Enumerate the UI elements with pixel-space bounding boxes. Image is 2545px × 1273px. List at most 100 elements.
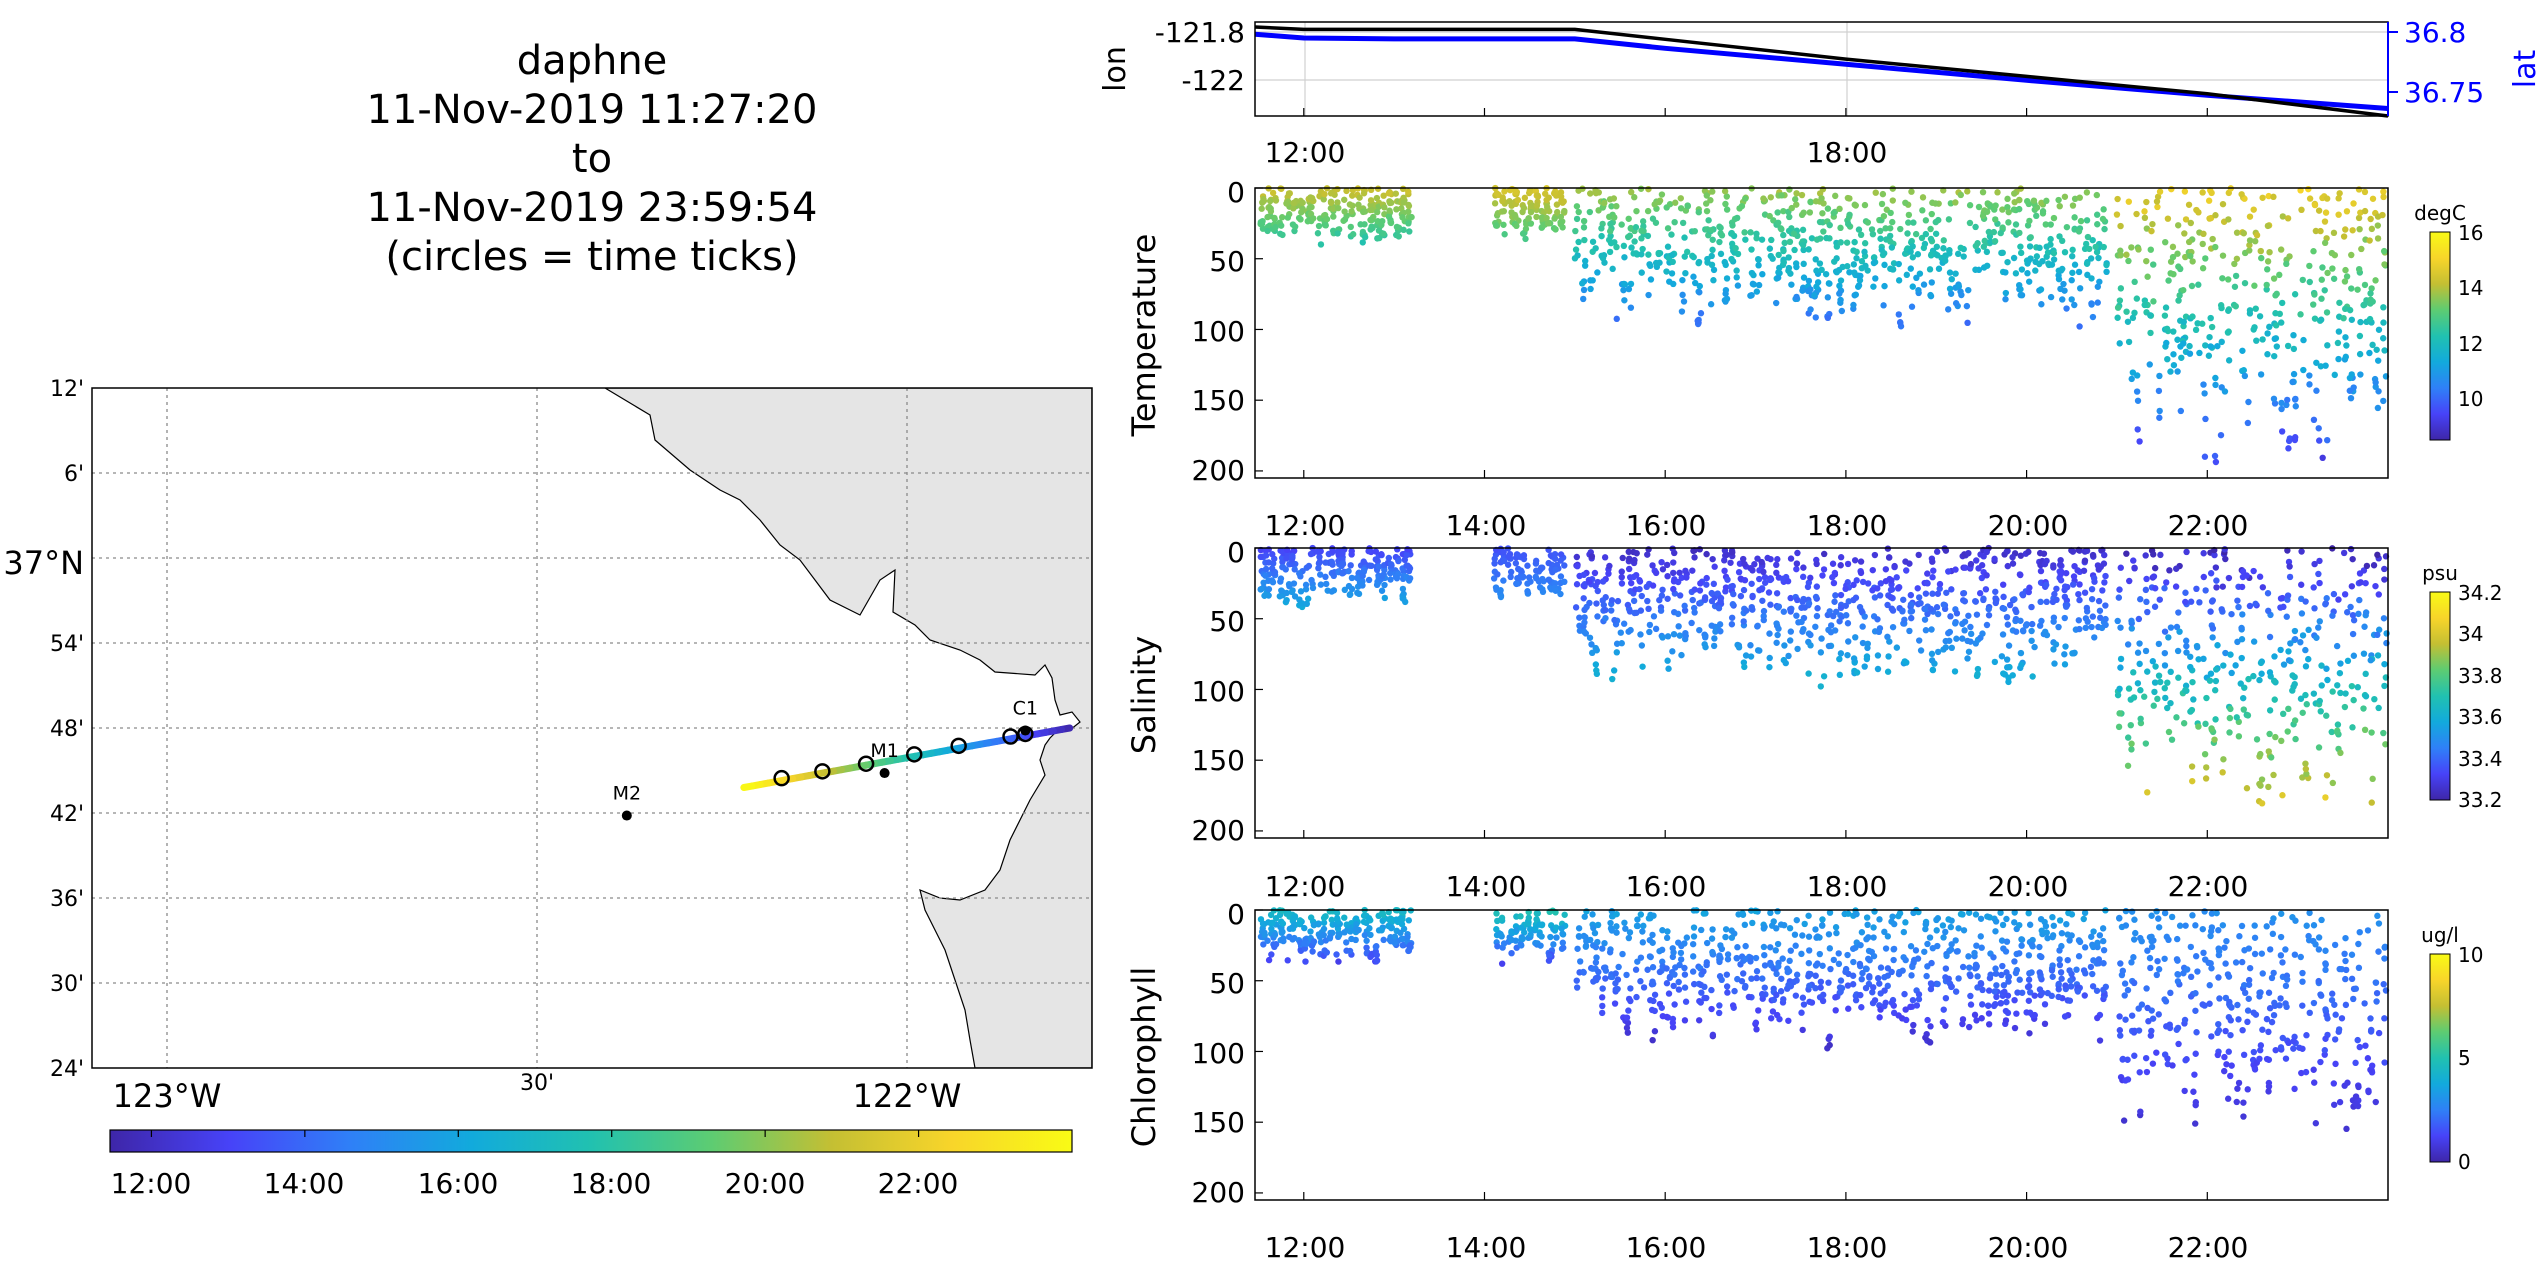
data-point bbox=[1882, 566, 1890, 573]
data-point bbox=[1959, 1020, 1966, 1028]
data-point bbox=[2348, 682, 2356, 690]
data-point bbox=[2097, 614, 2104, 621]
data-point bbox=[2239, 694, 2247, 702]
data-point bbox=[1807, 642, 1814, 649]
data-point bbox=[2164, 679, 2171, 686]
data-point bbox=[2209, 235, 2216, 243]
data-point bbox=[2342, 226, 2349, 233]
data-point bbox=[2133, 295, 2141, 302]
data-point bbox=[1942, 928, 1949, 936]
data-point bbox=[1907, 591, 1915, 599]
data-point bbox=[1320, 931, 1327, 939]
data-point bbox=[1322, 222, 1329, 229]
data-point bbox=[1973, 942, 1980, 949]
data-point bbox=[1330, 205, 1337, 212]
data-point bbox=[2027, 234, 2034, 241]
data-point bbox=[2003, 613, 2011, 621]
title-line-1: daphne bbox=[517, 38, 668, 84]
data-point bbox=[1655, 198, 1663, 206]
data-point bbox=[1601, 939, 1608, 947]
data-point bbox=[1359, 572, 1366, 580]
data-point bbox=[1366, 925, 1373, 932]
data-point bbox=[1698, 926, 1705, 934]
data-point bbox=[1692, 279, 1699, 287]
data-point bbox=[2102, 615, 2109, 623]
data-point bbox=[2170, 270, 2177, 278]
data-point bbox=[1872, 189, 1879, 196]
data-point bbox=[1631, 238, 1638, 245]
data-point bbox=[1551, 550, 1559, 558]
data-point bbox=[1368, 562, 1375, 570]
data-point bbox=[1639, 928, 1646, 935]
data-point bbox=[1772, 947, 1779, 954]
data-point bbox=[2088, 275, 2095, 282]
data-point bbox=[1647, 262, 1654, 270]
data-point bbox=[1590, 924, 1597, 932]
data-point bbox=[2265, 192, 2272, 200]
data-point bbox=[2318, 916, 2325, 924]
data-point bbox=[2207, 928, 2215, 935]
data-point bbox=[2322, 794, 2329, 801]
data-point bbox=[1910, 219, 1917, 226]
data-point bbox=[1800, 1001, 1808, 1008]
data-point bbox=[1852, 594, 1860, 601]
data-point bbox=[2060, 280, 2067, 288]
data-point bbox=[2361, 281, 2369, 289]
data-point bbox=[1992, 928, 1999, 935]
data-point bbox=[1767, 909, 1774, 917]
data-point bbox=[1820, 200, 1827, 207]
data-point bbox=[1348, 551, 1355, 558]
data-point bbox=[2164, 355, 2171, 363]
data-point bbox=[2183, 1056, 2190, 1063]
data-point bbox=[2352, 1100, 2360, 1107]
data-point bbox=[1805, 246, 1812, 253]
data-point bbox=[1695, 209, 1702, 216]
data-point bbox=[1666, 200, 1674, 208]
data-point bbox=[2175, 297, 2182, 304]
data-point bbox=[1829, 560, 1837, 567]
data-point bbox=[2207, 932, 2214, 940]
data-point bbox=[1348, 208, 1355, 215]
data-point bbox=[2366, 315, 2374, 323]
salinity-y-ticks: 0 50 100 150 200 bbox=[1192, 536, 1245, 847]
data-point bbox=[1857, 272, 1864, 280]
data-point bbox=[1865, 934, 1872, 941]
data-point bbox=[1928, 657, 1936, 664]
data-point bbox=[1992, 918, 2000, 925]
data-point bbox=[1716, 621, 1724, 628]
data-point bbox=[2026, 921, 2034, 928]
data-point bbox=[2153, 1049, 2160, 1056]
data-point bbox=[2068, 296, 2075, 303]
data-point bbox=[1690, 980, 1698, 988]
data-point bbox=[1399, 585, 1407, 593]
y-tick-label: 150 bbox=[1192, 1106, 1245, 1139]
data-point bbox=[1609, 265, 1616, 273]
data-point bbox=[1723, 983, 1731, 990]
data-point bbox=[1714, 590, 1721, 597]
data-point bbox=[2343, 342, 2350, 349]
data-point bbox=[2244, 1007, 2252, 1014]
data-point bbox=[2324, 436, 2331, 444]
data-point bbox=[2175, 263, 2182, 270]
data-point bbox=[2336, 190, 2343, 197]
data-point bbox=[1262, 565, 1270, 573]
data-point bbox=[2306, 381, 2313, 388]
data-point bbox=[1317, 571, 1324, 578]
data-point bbox=[1774, 940, 1782, 948]
data-point bbox=[2031, 1011, 2038, 1019]
data-point bbox=[2028, 637, 2035, 644]
data-point bbox=[1656, 1000, 1664, 1008]
data-point bbox=[1580, 969, 1587, 976]
data-point bbox=[2221, 944, 2228, 951]
data-point bbox=[1946, 269, 1954, 276]
data-point bbox=[2002, 269, 2009, 276]
data-point bbox=[2157, 551, 2164, 559]
data-point bbox=[1380, 192, 1387, 199]
data-point bbox=[1798, 1009, 1805, 1016]
data-point bbox=[1749, 280, 1757, 288]
data-point bbox=[2039, 989, 2046, 997]
data-point bbox=[2241, 372, 2249, 380]
data-point bbox=[1498, 960, 1506, 967]
data-point bbox=[2000, 670, 2007, 677]
data-point bbox=[1980, 243, 1988, 250]
